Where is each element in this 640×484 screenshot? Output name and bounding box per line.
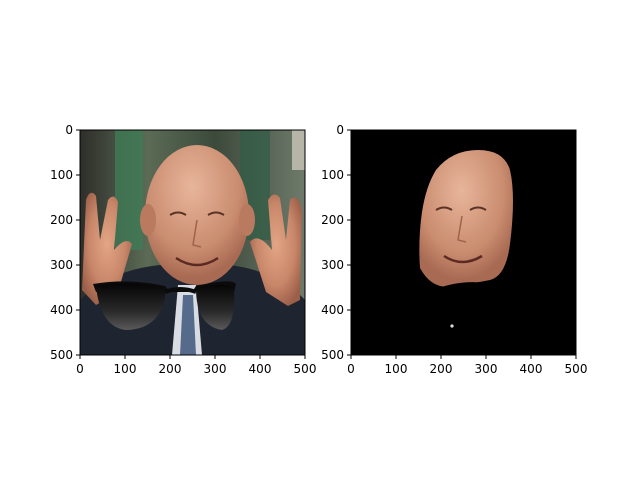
right-photo	[351, 130, 576, 355]
right-x-axis: 0 100 200 300 400 500	[347, 355, 587, 376]
left-x-axis: 0 100 200 300 400 500	[76, 355, 316, 376]
right-x-tick-label: 100	[385, 362, 408, 376]
left-x-tick-label: 200	[159, 362, 182, 376]
face-region	[419, 150, 513, 287]
left-x-tick-label: 500	[294, 362, 317, 376]
sunglasses-overlay	[93, 281, 236, 330]
right-x-tick-label: 300	[475, 362, 498, 376]
right-y-axis: 0 100 200 300 400 500	[321, 123, 351, 362]
right-image-panel: 0 100 200 300 400 500 0 100 200 300 400 500	[321, 123, 587, 376]
right-frame	[350, 129, 577, 356]
left-frame	[79, 129, 306, 356]
left-y-tick-label: 300	[50, 258, 73, 272]
right-x-tick-label: 500	[565, 362, 588, 376]
left-photo	[80, 130, 305, 355]
left-y-tick-label: 200	[50, 213, 73, 227]
right-y-tick-label: 100	[321, 168, 344, 182]
left-y-tick-label: 400	[50, 303, 73, 317]
right-y-tick-label: 200	[321, 213, 344, 227]
right-x-tick-label: 200	[430, 362, 453, 376]
left-y-tick-label: 0	[65, 123, 73, 137]
left-x-tick-label: 100	[114, 362, 137, 376]
right-x-tick-label: 400	[520, 362, 543, 376]
stray-speck	[450, 324, 454, 328]
right-y-tick-label: 500	[321, 348, 344, 362]
left-x-tick-label: 300	[204, 362, 227, 376]
left-y-tick-label: 500	[50, 348, 73, 362]
right-x-tick-label: 0	[347, 362, 355, 376]
right-y-tick-label: 400	[321, 303, 344, 317]
right-y-tick-label: 300	[321, 258, 344, 272]
left-y-axis: 0 100 200 300 400 500	[50, 123, 80, 362]
left-y-tick-label: 100	[50, 168, 73, 182]
left-x-tick-label: 0	[76, 362, 84, 376]
left-image-panel: 0 100 200 300 400 500 0 100 200 300 400 500	[50, 123, 316, 376]
right-y-tick-label: 0	[336, 123, 344, 137]
left-x-tick-label: 400	[249, 362, 272, 376]
